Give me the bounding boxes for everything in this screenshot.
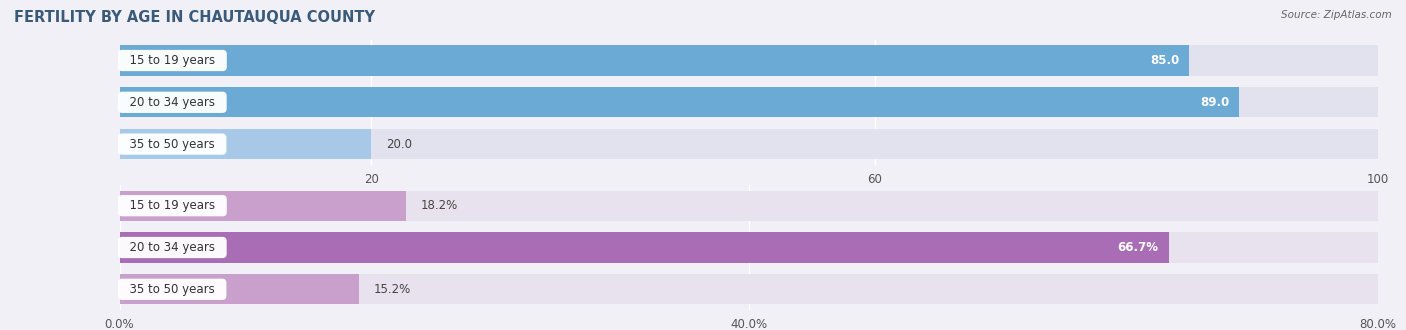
Text: 66.7%: 66.7% xyxy=(1118,241,1159,254)
Bar xyxy=(120,232,1378,263)
Text: 18.2%: 18.2% xyxy=(420,199,458,212)
Text: 15 to 19 years: 15 to 19 years xyxy=(122,199,222,212)
Text: Source: ZipAtlas.com: Source: ZipAtlas.com xyxy=(1281,10,1392,20)
Text: 15.2%: 15.2% xyxy=(374,283,411,296)
Bar xyxy=(120,191,406,221)
Bar xyxy=(120,129,371,159)
Text: 20.0: 20.0 xyxy=(387,138,412,150)
Bar xyxy=(120,46,1378,76)
Text: FERTILITY BY AGE IN CHAUTAUQUA COUNTY: FERTILITY BY AGE IN CHAUTAUQUA COUNTY xyxy=(14,10,375,25)
Text: 85.0: 85.0 xyxy=(1150,54,1180,67)
Text: 15 to 19 years: 15 to 19 years xyxy=(122,54,222,67)
Bar xyxy=(120,46,1189,76)
Bar xyxy=(120,232,1168,263)
Text: 35 to 50 years: 35 to 50 years xyxy=(122,283,222,296)
Bar xyxy=(120,274,359,304)
Bar xyxy=(120,191,1378,221)
Bar xyxy=(120,87,1240,117)
Text: 20 to 34 years: 20 to 34 years xyxy=(122,96,222,109)
Bar xyxy=(120,274,1378,304)
Bar xyxy=(120,87,1378,117)
Bar xyxy=(120,129,1378,159)
Text: 89.0: 89.0 xyxy=(1201,96,1229,109)
Text: 20 to 34 years: 20 to 34 years xyxy=(122,241,222,254)
Text: 35 to 50 years: 35 to 50 years xyxy=(122,138,222,150)
